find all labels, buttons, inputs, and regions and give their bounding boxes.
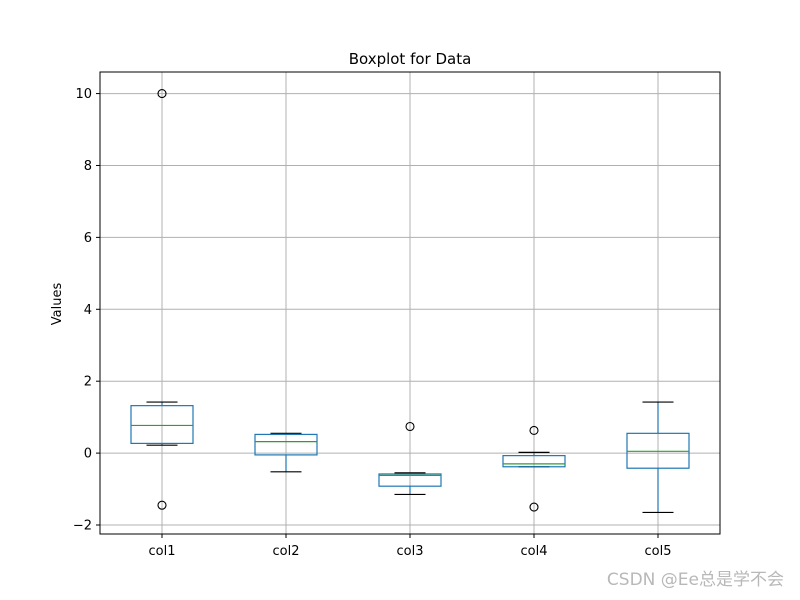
iqr-box	[378, 473, 442, 487]
outlier-point	[157, 500, 167, 510]
x-tick-label: col1	[149, 544, 176, 559]
outlier-point	[529, 425, 539, 436]
box-col3	[378, 421, 442, 496]
iqr-box	[502, 455, 566, 468]
chart-title: Boxplot for Data	[349, 50, 472, 68]
y-axis-label: Values	[50, 283, 65, 326]
y-tick-label: 0	[84, 447, 92, 462]
outlier-point	[157, 89, 167, 99]
y-tick-label: 4	[84, 303, 92, 318]
box-col4	[502, 425, 566, 512]
y-tick-label: −2	[73, 519, 92, 534]
y-tick-label: 10	[75, 87, 92, 102]
iqr-box	[130, 405, 194, 444]
y-tick-label: 2	[84, 375, 92, 390]
grid-lines	[100, 72, 720, 534]
x-tick-label: col5	[645, 544, 672, 559]
iqr-box	[254, 433, 318, 456]
watermark-text: CSDN @Ee总是学不会	[606, 570, 784, 590]
outlier-point	[405, 421, 415, 432]
y-tick-label: 6	[84, 231, 92, 246]
box-col2	[254, 432, 318, 473]
x-tick-label: col2	[273, 544, 300, 559]
x-tick-label: col3	[397, 544, 424, 559]
axis-ticks: −2 0 2 4 6 8 10 col1 col2 col3 col4 col5	[73, 87, 672, 559]
outlier-point	[529, 502, 539, 512]
x-tick-label: col4	[521, 544, 548, 559]
box-col1	[130, 89, 194, 510]
box-group	[130, 89, 690, 514]
y-tick-label: 8	[84, 159, 92, 174]
box-col5	[626, 401, 690, 514]
